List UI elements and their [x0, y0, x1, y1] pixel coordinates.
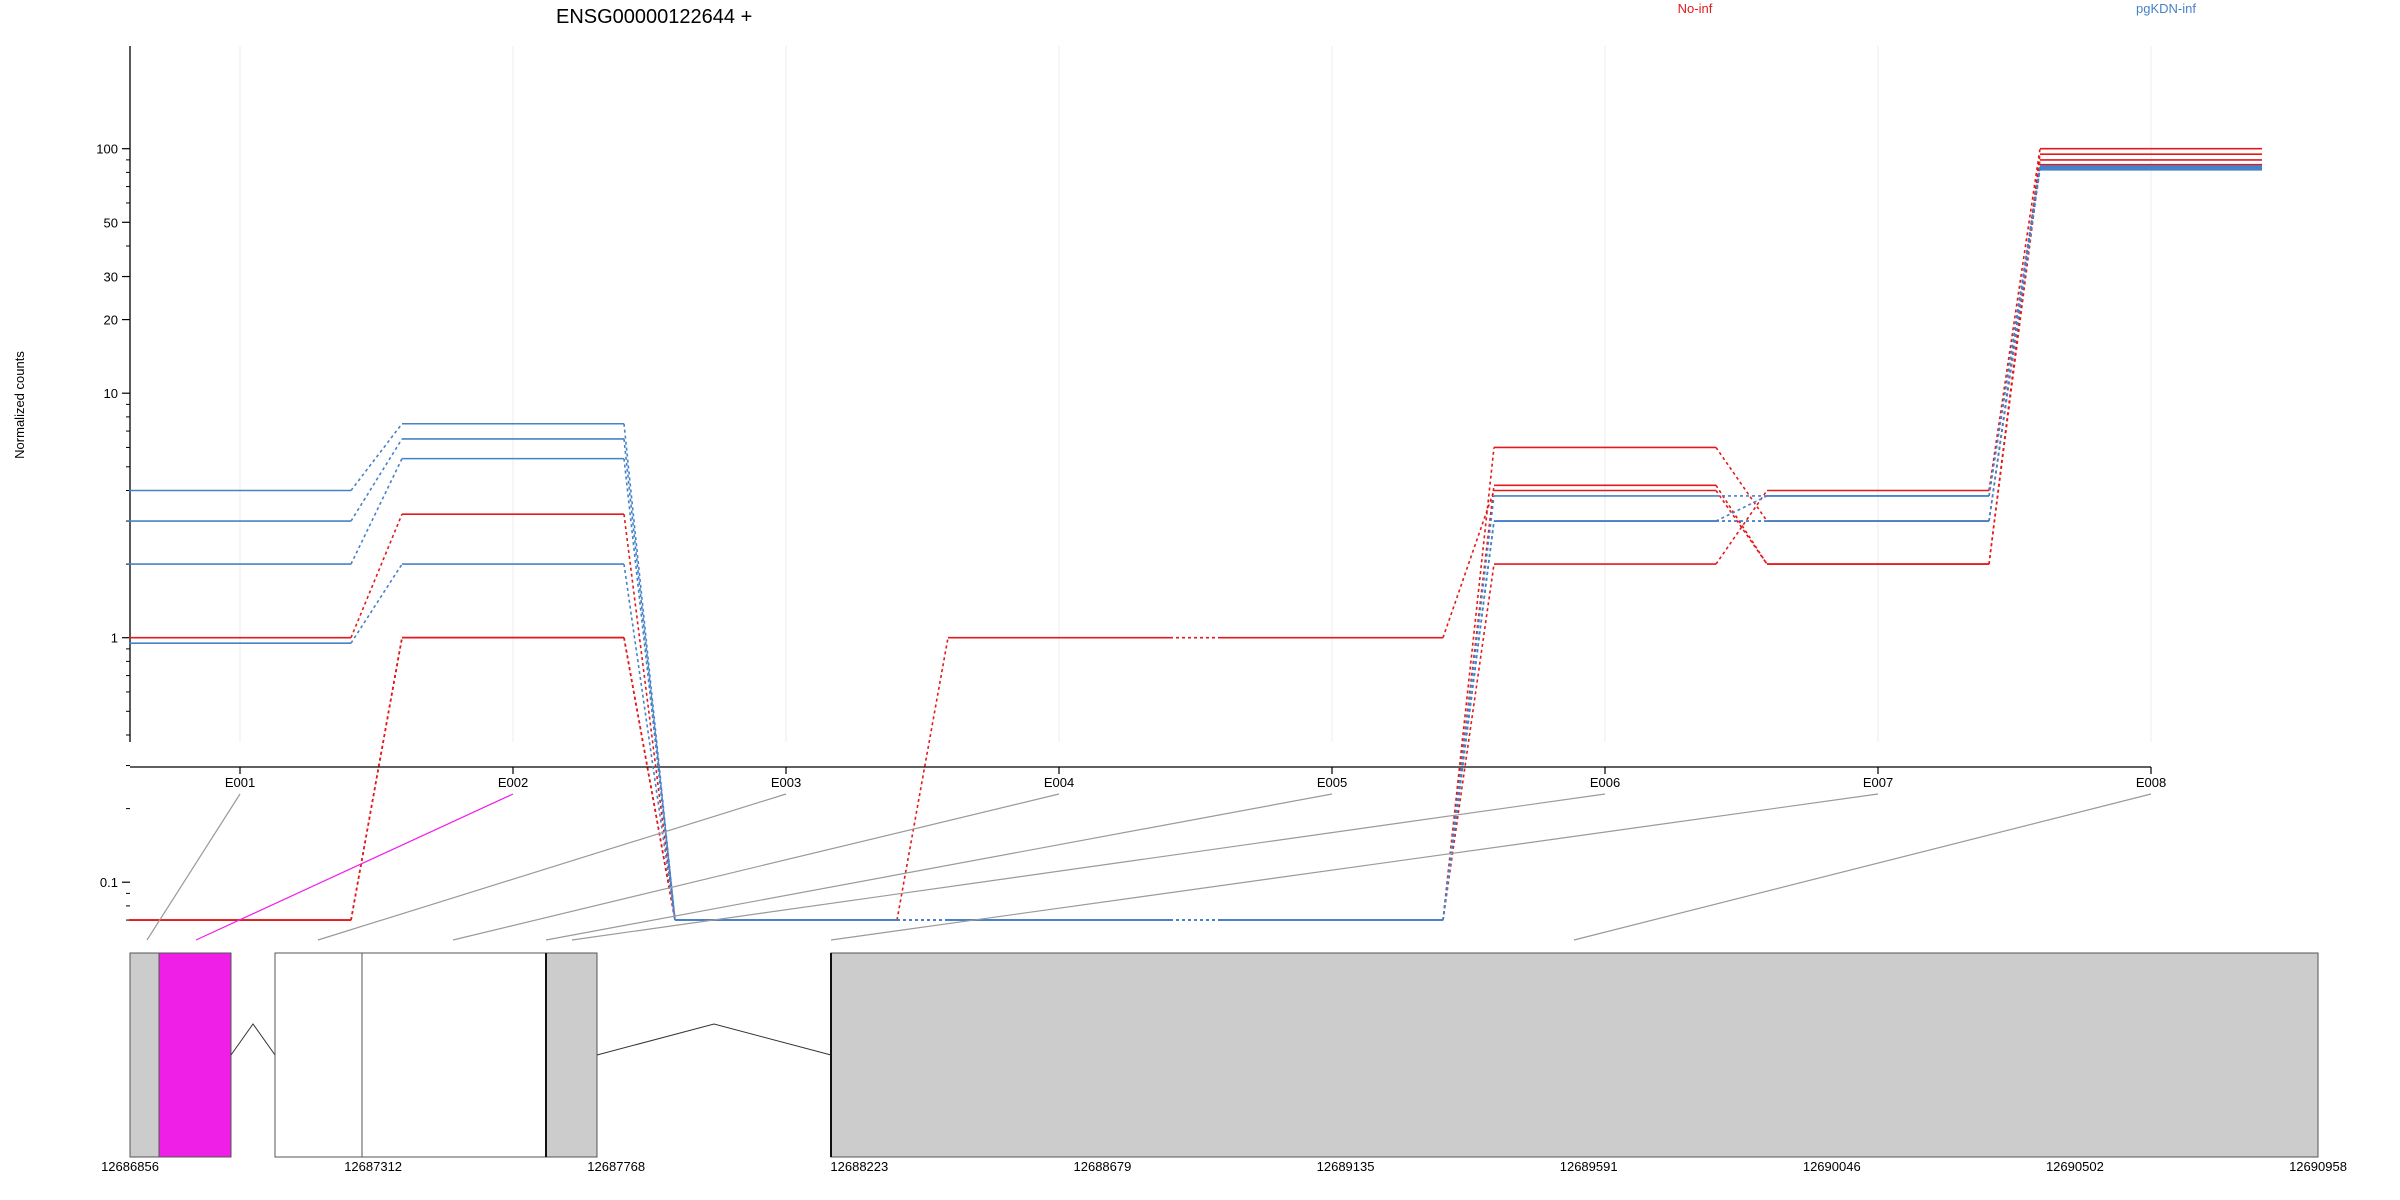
series-No-inf-4 — [129, 163, 2262, 921]
connector-E002 — [195, 793, 514, 941]
y-tick-label: 50 — [104, 215, 118, 230]
y-axis: 0.1 1 10 20 30 50 100 — [96, 46, 131, 921]
exon-connectors — [146, 793, 2152, 941]
legend-no-inf: No-inf — [1678, 1, 1713, 16]
series-No-inf-2 — [129, 153, 2262, 921]
series-pgKDN-inf-6 — [129, 166, 2262, 921]
series-connector — [1442, 495, 1495, 921]
legend-pgkdn-inf: pgKDN-inf — [2136, 1, 2196, 16]
y-tick-label: 10 — [104, 386, 118, 401]
x-tick-label-E003: E003 — [771, 775, 801, 790]
y-tick-label: 20 — [104, 313, 118, 328]
x-tick-label-E005: E005 — [1317, 775, 1347, 790]
series-No-inf-3 — [129, 159, 2262, 921]
coordinate-label: 12689591 — [1560, 1159, 1618, 1174]
connector-E008 — [1573, 793, 2152, 941]
x-tick-label-E002: E002 — [498, 775, 528, 790]
x-tick-label-E004: E004 — [1044, 775, 1074, 790]
y-tick-label: 0.1 — [100, 875, 118, 890]
series-pgKDN-inf-5 — [129, 165, 2262, 921]
x-tick-label-E008: E008 — [2136, 775, 2166, 790]
x-axis: E001 E002 E003 E004 E005 E006 E007 E008 — [130, 766, 2166, 790]
series-pgKDN-inf-8 — [129, 168, 2262, 921]
connector-E007 — [830, 793, 1879, 941]
grid-lines — [239, 46, 2152, 742]
x-tick-label-E001: E001 — [225, 775, 255, 790]
y-tick-label: 30 — [104, 270, 118, 285]
connector-E001 — [146, 793, 241, 941]
coordinate-label: 12690958 — [2289, 1159, 2347, 1174]
series-connector — [1715, 446, 1768, 522]
series-connector — [1988, 164, 2041, 565]
coordinate-label: 12688679 — [1074, 1159, 1132, 1174]
coordinate-label: 12686856 — [101, 1159, 159, 1174]
chart-title: ENSG00000122644 + — [556, 6, 752, 28]
y-axis-label: Normalized counts — [12, 351, 27, 459]
series-connector — [623, 563, 676, 921]
exon-block-E003 — [274, 952, 363, 1158]
series-connector — [1442, 490, 1495, 638]
exon-block-E002-highlight — [158, 952, 232, 1158]
series-connector — [350, 423, 403, 491]
series-connector — [1988, 148, 2041, 491]
intron-line — [596, 1023, 832, 1056]
series-connector — [350, 563, 403, 644]
connector-E006 — [571, 793, 1606, 941]
connector-E003 — [317, 793, 787, 941]
connector-E005 — [545, 793, 1333, 941]
y-tick-label: 100 — [96, 142, 118, 157]
exon-block-E004 — [361, 952, 547, 1158]
series-connector — [350, 637, 403, 921]
series-No-inf-1 — [129, 147, 2262, 921]
y-tick-label: 1 — [111, 631, 118, 646]
gene-model — [129, 952, 2319, 1158]
exon-block-E008 — [830, 952, 2319, 1158]
coordinate-label: 12687312 — [344, 1159, 402, 1174]
series-connector — [1442, 563, 1495, 921]
series-connector — [350, 438, 403, 522]
exon-block-E005-E007 — [545, 952, 598, 1158]
genomic-coordinate-axis: 12686856 12687312 12687768 12688223 12688679… — [101, 1159, 2347, 1174]
coordinate-label: 12690046 — [1803, 1159, 1861, 1174]
connector-E004 — [452, 793, 1060, 941]
coordinate-label: 12687768 — [587, 1159, 645, 1174]
series-connector — [623, 438, 676, 921]
coordinate-label: 12690502 — [2046, 1159, 2104, 1174]
data-series — [129, 147, 2262, 921]
x-tick-label-E007: E007 — [1863, 775, 1893, 790]
series-connector — [1442, 520, 1495, 921]
coordinate-label: 12688223 — [830, 1159, 888, 1174]
series-connector — [623, 423, 676, 921]
series-connector — [623, 458, 676, 921]
series-connector — [896, 637, 949, 921]
series-connector — [1715, 484, 1768, 565]
series-connector — [350, 458, 403, 565]
series-connector — [1988, 169, 2041, 522]
series-connector — [623, 514, 676, 921]
intron-line — [230, 1023, 276, 1056]
x-tick-label-E006: E006 — [1590, 775, 1620, 790]
series-connector — [1988, 167, 2041, 522]
exon-block-E001 — [129, 952, 160, 1158]
series-connector — [1715, 495, 1768, 522]
coordinate-label: 12689135 — [1317, 1159, 1375, 1174]
series-pgKDN-inf-7 — [129, 167, 2262, 921]
series-connector — [350, 513, 403, 639]
